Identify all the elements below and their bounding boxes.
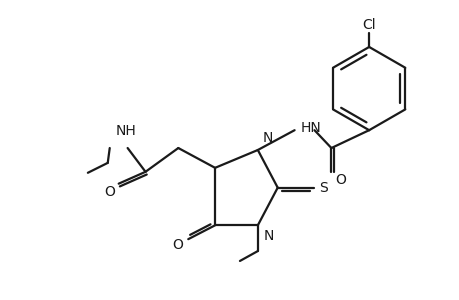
Text: O: O [335, 173, 346, 187]
Text: HN: HN [300, 121, 321, 135]
Text: O: O [104, 184, 115, 199]
Text: O: O [172, 238, 182, 252]
Text: NH: NH [115, 124, 136, 138]
Text: N: N [262, 131, 273, 145]
Text: Cl: Cl [362, 18, 375, 32]
Text: S: S [319, 181, 327, 195]
Text: N: N [263, 229, 274, 243]
